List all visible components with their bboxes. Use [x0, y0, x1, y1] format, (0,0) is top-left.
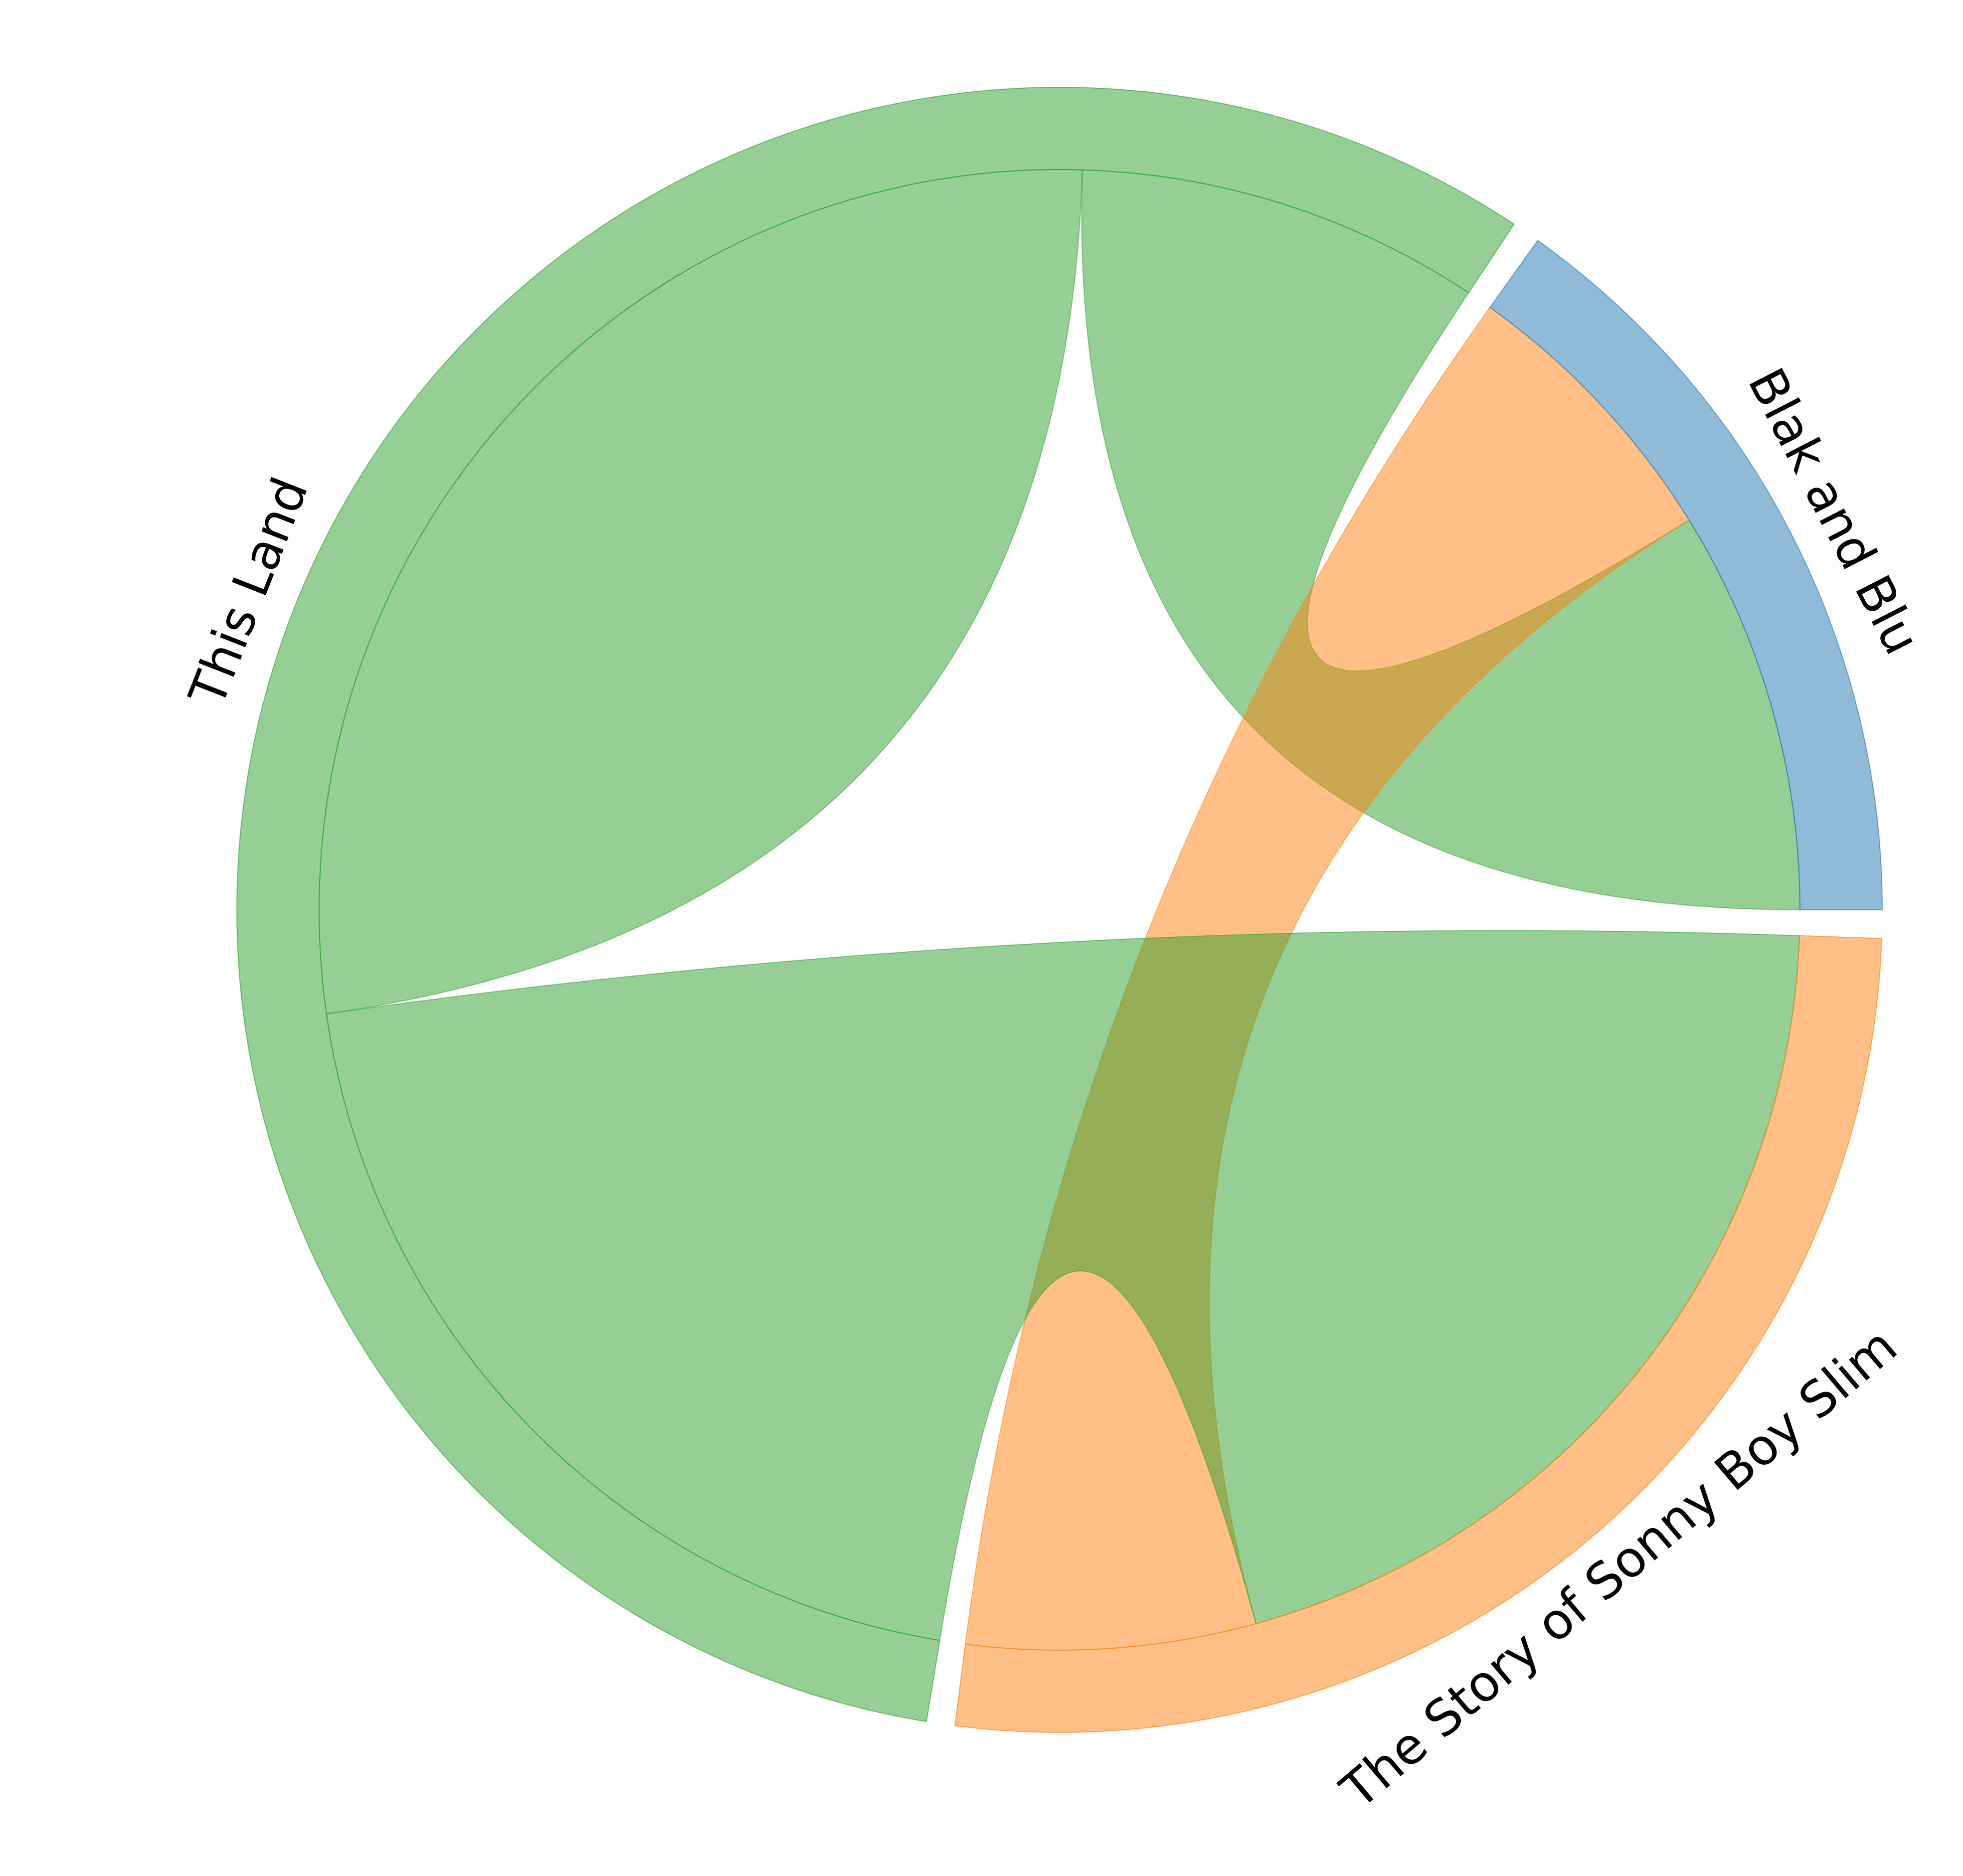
- group-arc-this-land: [236, 87, 1515, 1722]
- group-arc-the-story-of-sonny-boy-slim: [954, 935, 1883, 1733]
- group-arc-blak-and-blu: [1489, 240, 1883, 910]
- ribbon-layer: [319, 169, 1801, 1651]
- arc-layer: [236, 87, 1883, 1733]
- ribbon-this-land-to-this-land: [319, 169, 1083, 1015]
